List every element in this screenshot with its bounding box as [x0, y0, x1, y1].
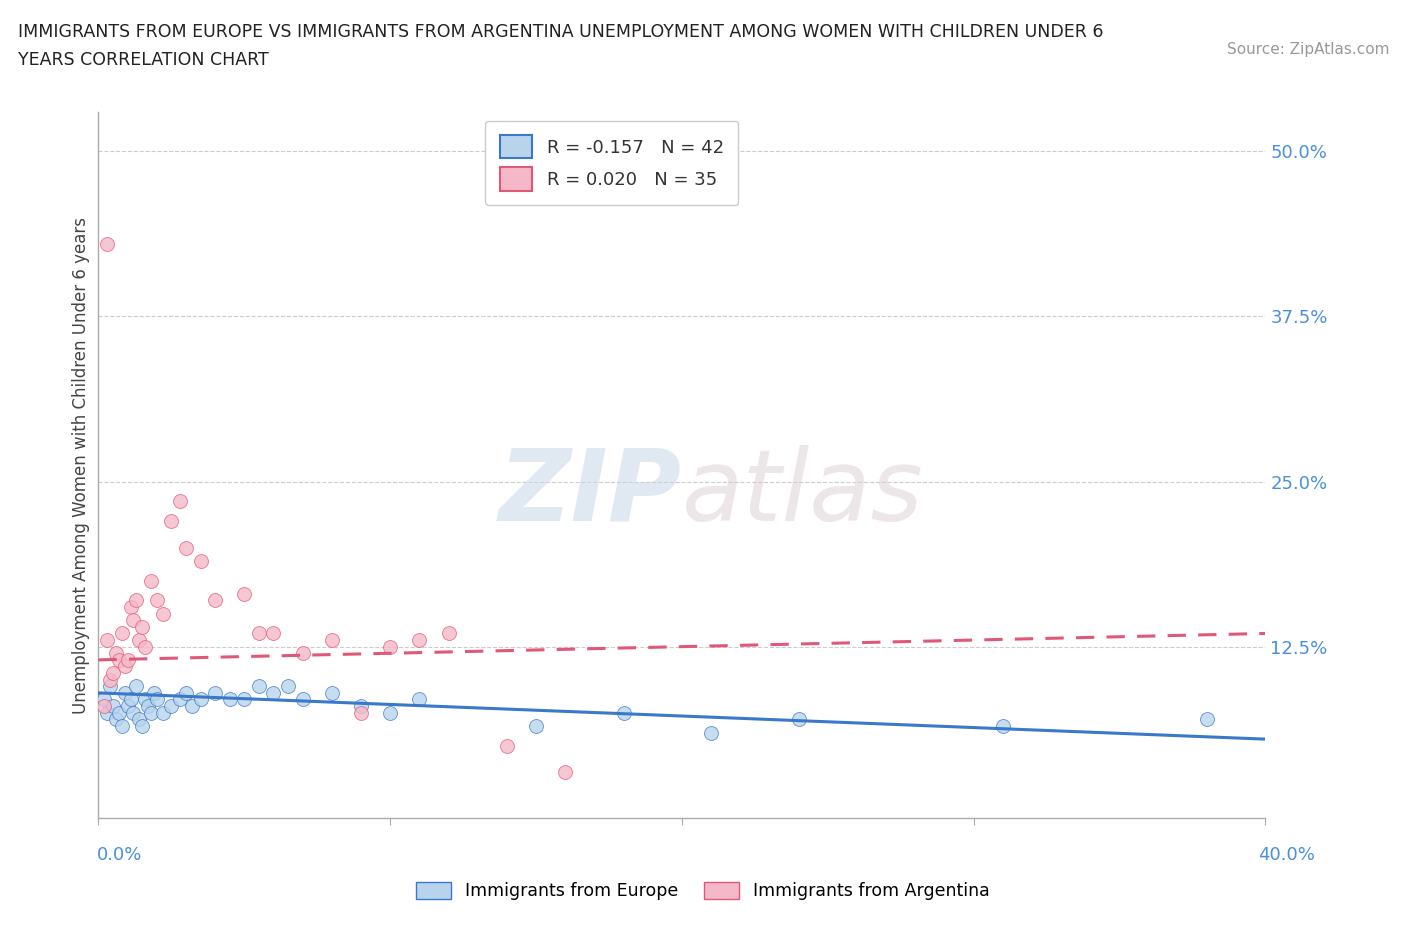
- Point: [408, 692, 430, 707]
- Point: [160, 513, 183, 528]
- Point: [114, 659, 136, 674]
- Point: [152, 606, 174, 621]
- Point: [408, 632, 430, 647]
- Point: [160, 698, 183, 713]
- Point: [204, 685, 226, 700]
- Text: 40.0%: 40.0%: [1258, 846, 1315, 864]
- Point: [131, 719, 153, 734]
- Legend: Immigrants from Europe, Immigrants from Argentina: Immigrants from Europe, Immigrants from …: [409, 875, 997, 908]
- Point: [104, 711, 127, 726]
- Point: [136, 698, 159, 713]
- Point: [108, 705, 131, 720]
- Y-axis label: Unemployment Among Women with Children Under 6 years: Unemployment Among Women with Children U…: [72, 217, 90, 713]
- Point: [93, 692, 115, 707]
- Point: [125, 593, 148, 608]
- Point: [146, 593, 169, 608]
- Point: [111, 719, 134, 734]
- Text: YEARS CORRELATION CHART: YEARS CORRELATION CHART: [18, 51, 269, 69]
- Point: [131, 619, 153, 634]
- Point: [262, 685, 284, 700]
- Point: [190, 553, 212, 568]
- Point: [117, 653, 139, 668]
- Point: [247, 679, 270, 694]
- Point: [291, 692, 314, 707]
- Point: [146, 692, 169, 707]
- Point: [120, 600, 142, 615]
- Point: [233, 587, 256, 602]
- Point: [98, 679, 121, 694]
- Point: [554, 764, 576, 779]
- Point: [111, 626, 134, 641]
- Point: [139, 705, 162, 720]
- Point: [101, 698, 124, 713]
- Text: ZIP: ZIP: [499, 445, 682, 542]
- Point: [233, 692, 256, 707]
- Point: [700, 725, 723, 740]
- Point: [96, 632, 118, 647]
- Point: [134, 639, 156, 654]
- Point: [350, 705, 373, 720]
- Point: [169, 494, 191, 509]
- Point: [122, 613, 145, 628]
- Point: [117, 698, 139, 713]
- Point: [120, 692, 142, 707]
- Point: [98, 672, 121, 687]
- Point: [291, 645, 314, 660]
- Legend: R = -0.157   N = 42, R = 0.020   N = 35: R = -0.157 N = 42, R = 0.020 N = 35: [485, 121, 738, 205]
- Point: [108, 653, 131, 668]
- Point: [218, 692, 240, 707]
- Point: [277, 679, 299, 694]
- Point: [190, 692, 212, 707]
- Point: [991, 719, 1014, 734]
- Point: [204, 593, 226, 608]
- Point: [380, 705, 402, 720]
- Point: [93, 698, 115, 713]
- Point: [321, 685, 343, 700]
- Point: [247, 626, 270, 641]
- Point: [101, 666, 124, 681]
- Point: [134, 692, 156, 707]
- Point: [1195, 711, 1218, 726]
- Point: [152, 705, 174, 720]
- Point: [321, 632, 343, 647]
- Point: [122, 705, 145, 720]
- Text: 0.0%: 0.0%: [97, 846, 142, 864]
- Point: [524, 719, 547, 734]
- Point: [496, 738, 519, 753]
- Text: atlas: atlas: [682, 445, 924, 542]
- Point: [139, 573, 162, 588]
- Point: [180, 698, 202, 713]
- Point: [125, 679, 148, 694]
- Point: [612, 705, 634, 720]
- Text: IMMIGRANTS FROM EUROPE VS IMMIGRANTS FROM ARGENTINA UNEMPLOYMENT AMONG WOMEN WIT: IMMIGRANTS FROM EUROPE VS IMMIGRANTS FRO…: [18, 23, 1104, 41]
- Point: [174, 685, 197, 700]
- Point: [437, 626, 460, 641]
- Point: [169, 692, 191, 707]
- Point: [104, 645, 127, 660]
- Point: [96, 236, 118, 251]
- Point: [142, 685, 165, 700]
- Point: [787, 711, 810, 726]
- Point: [128, 632, 150, 647]
- Text: Source: ZipAtlas.com: Source: ZipAtlas.com: [1226, 42, 1389, 57]
- Point: [96, 705, 118, 720]
- Point: [380, 639, 402, 654]
- Point: [114, 685, 136, 700]
- Point: [128, 711, 150, 726]
- Point: [174, 540, 197, 555]
- Point: [262, 626, 284, 641]
- Point: [350, 698, 373, 713]
